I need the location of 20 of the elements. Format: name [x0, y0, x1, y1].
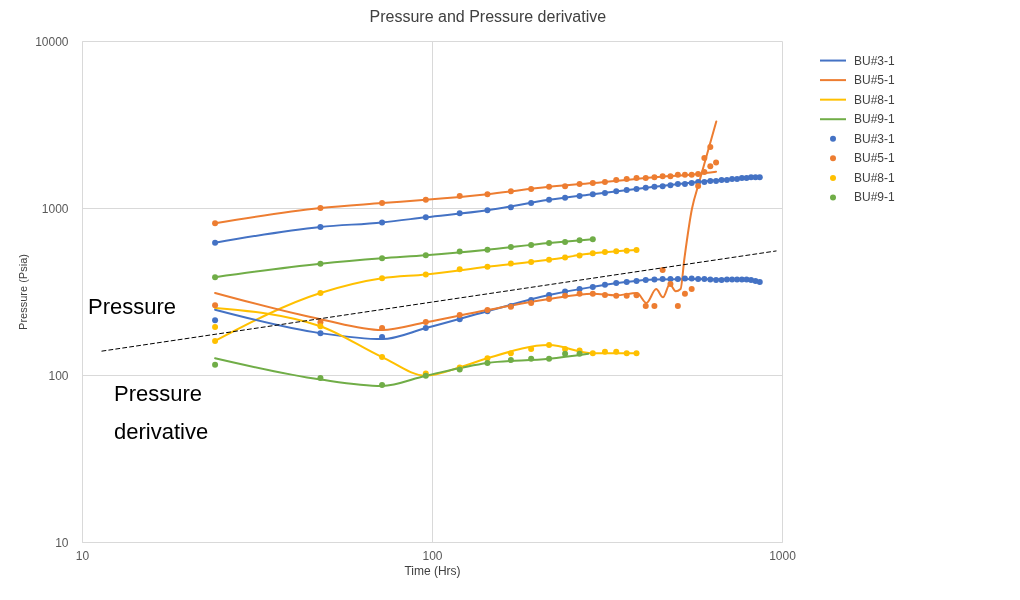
chart-title: Pressure and Pressure derivative	[369, 8, 607, 25]
legend-label: BU#3-1	[854, 131, 896, 146]
y-tick-label: 1000	[41, 201, 69, 216]
annotation: Pressure	[88, 294, 177, 319]
x-tick-label: 10	[75, 548, 90, 563]
legend-label: BU#5-1	[854, 73, 896, 88]
legend-label: BU#3-1	[854, 53, 896, 68]
legend-label: BU#9-1	[854, 112, 896, 127]
x-tick-label: 100	[422, 548, 443, 563]
y-tick-label: 100	[48, 368, 69, 383]
x-tick-label: 1000	[769, 548, 797, 563]
legend-label: BU#5-1	[854, 151, 896, 166]
legend-label: BU#8-1	[854, 170, 896, 185]
x-axis-title: Time (Hrs)	[404, 563, 461, 578]
legend-label: BU#8-1	[854, 92, 896, 107]
legend-label: BU#9-1	[854, 190, 896, 205]
y-tick-label: 10000	[35, 34, 69, 49]
annotation: Pressure derivative	[114, 381, 209, 444]
y-tick-label: 10	[55, 535, 69, 550]
y-axis-title: Pressure (Psia)	[17, 254, 30, 330]
